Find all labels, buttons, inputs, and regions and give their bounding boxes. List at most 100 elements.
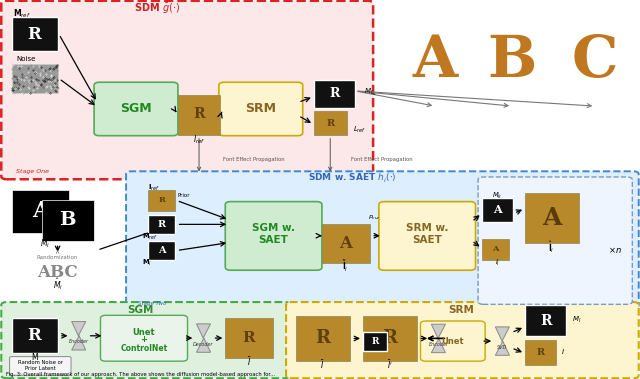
Text: R: R (540, 314, 551, 327)
FancyBboxPatch shape (1, 1, 373, 179)
Text: Stage One: Stage One (16, 169, 49, 174)
Text: Encoder: Encoder (68, 339, 89, 345)
Text: Stage Two: Stage Two (138, 301, 166, 306)
Text: SDM w. SAET $\bar{h}_i(\cdot)$: SDM w. SAET $\bar{h}_i(\cdot)$ (308, 170, 396, 185)
Text: R: R (536, 348, 544, 357)
Text: R: R (371, 337, 379, 346)
Bar (178, 95, 220, 135)
Text: SRM: SRM (245, 102, 276, 116)
Bar (148, 241, 175, 260)
Text: R: R (158, 220, 166, 229)
Text: R: R (28, 26, 42, 42)
FancyBboxPatch shape (286, 302, 639, 378)
Bar (482, 198, 513, 222)
Text: SAET: SAET (259, 235, 289, 244)
Text: Random Noise or
Prior Latent: Random Noise or Prior Latent (18, 360, 63, 371)
Bar (482, 239, 509, 260)
Text: SGM w.: SGM w. (252, 223, 295, 233)
Text: A: A (542, 206, 561, 230)
Text: $\tilde{\mathbf{I}}_i$: $\tilde{\mathbf{I}}_i$ (342, 259, 349, 274)
Text: $\mathbf{M}_{ref}$: $\mathbf{M}_{ref}$ (142, 232, 157, 242)
Text: $\bar{I}$: $\bar{I}$ (246, 355, 252, 368)
Text: $P_{cur}$: $P_{cur}$ (368, 213, 381, 222)
Polygon shape (495, 327, 509, 356)
Text: SGM: SGM (120, 102, 152, 116)
Text: $L_{ref}$: $L_{ref}$ (353, 125, 366, 135)
Text: A: A (493, 204, 502, 215)
FancyBboxPatch shape (478, 177, 632, 304)
Text: I: I (562, 349, 564, 356)
Text: $M_I$: $M_I$ (572, 315, 581, 325)
Bar (314, 111, 347, 135)
Bar (12, 17, 58, 51)
Text: $\bar{I}$: $\bar{I}$ (320, 358, 325, 371)
Text: SAET: SAET (412, 235, 442, 244)
Text: Prior: Prior (178, 193, 191, 199)
Text: A: A (339, 235, 352, 252)
Text: ABC: ABC (37, 265, 78, 281)
FancyBboxPatch shape (126, 171, 639, 308)
Text: SVD: SVD (497, 345, 508, 350)
Text: R: R (193, 108, 205, 121)
Bar (363, 316, 417, 361)
Text: SGM: SGM (127, 305, 154, 315)
Text: $I_{ref}$: $I_{ref}$ (193, 133, 205, 146)
Text: $I_i$: $I_i$ (495, 258, 500, 268)
Text: SDM $\bar{g}(\cdot)$: SDM $\bar{g}(\cdot)$ (134, 2, 180, 17)
Bar (525, 193, 579, 243)
FancyBboxPatch shape (219, 82, 303, 136)
Text: $M_{L_\infty}$: $M_{L_\infty}$ (364, 86, 377, 97)
Text: Unet: Unet (442, 337, 464, 346)
Bar (42, 200, 94, 241)
Text: ControlNet: ControlNet (120, 344, 168, 353)
Text: Font Effect Propagation: Font Effect Propagation (223, 157, 284, 163)
Text: R: R (243, 332, 255, 345)
Text: Unet: Unet (132, 328, 156, 337)
Text: SRM w.: SRM w. (406, 223, 449, 233)
Bar (225, 318, 273, 358)
Text: A: A (158, 246, 166, 255)
Bar (363, 332, 387, 351)
Text: R: R (28, 327, 42, 344)
FancyBboxPatch shape (420, 321, 485, 361)
Text: R: R (382, 329, 397, 348)
Text: Encoder: Encoder (428, 342, 449, 347)
FancyBboxPatch shape (225, 202, 322, 270)
Text: A: A (413, 33, 458, 89)
Bar (525, 340, 556, 365)
Bar (322, 224, 370, 263)
Text: R: R (329, 87, 340, 100)
Text: $\times n$: $\times n$ (607, 245, 621, 255)
Text: +: + (141, 335, 147, 344)
Bar (12, 318, 58, 353)
FancyBboxPatch shape (10, 357, 71, 375)
Text: $\hat{\mathbf{I}}_i$: $\hat{\mathbf{I}}_i$ (548, 240, 555, 255)
Bar (525, 305, 566, 336)
FancyBboxPatch shape (379, 202, 476, 270)
Polygon shape (72, 321, 86, 350)
Polygon shape (431, 324, 445, 352)
Text: Noise: Noise (16, 56, 35, 62)
Text: R: R (315, 329, 330, 348)
Text: Font Effect Propagation: Font Effect Propagation (351, 157, 412, 163)
Text: $\mathbf{M}_i$: $\mathbf{M}_i$ (142, 258, 152, 268)
Text: Randomization: Randomization (37, 255, 78, 260)
Bar (148, 215, 175, 234)
Text: $\hat{M}_i$: $\hat{M}_i$ (52, 276, 63, 292)
Polygon shape (196, 324, 211, 352)
Text: $\bar{I}'$: $\bar{I}'$ (387, 358, 392, 371)
Text: C: C (572, 33, 618, 89)
FancyBboxPatch shape (1, 302, 290, 378)
Text: $\mathbf{I}_{ref}$: $\mathbf{I}_{ref}$ (148, 183, 161, 193)
Text: R: R (159, 196, 165, 205)
FancyBboxPatch shape (100, 315, 188, 361)
Text: $\mathbf{M}_{ref}$: $\mathbf{M}_{ref}$ (13, 7, 31, 19)
FancyBboxPatch shape (94, 82, 178, 136)
Bar (314, 80, 355, 108)
Text: A: A (31, 200, 49, 222)
Bar (148, 190, 175, 211)
Bar (12, 190, 69, 233)
Text: Fig. 3: Overall framework of our approach. The above shows the diffusion model-b: Fig. 3: Overall framework of our approac… (6, 372, 275, 377)
Text: $M_i$: $M_i$ (40, 237, 50, 249)
Bar (12, 64, 58, 93)
